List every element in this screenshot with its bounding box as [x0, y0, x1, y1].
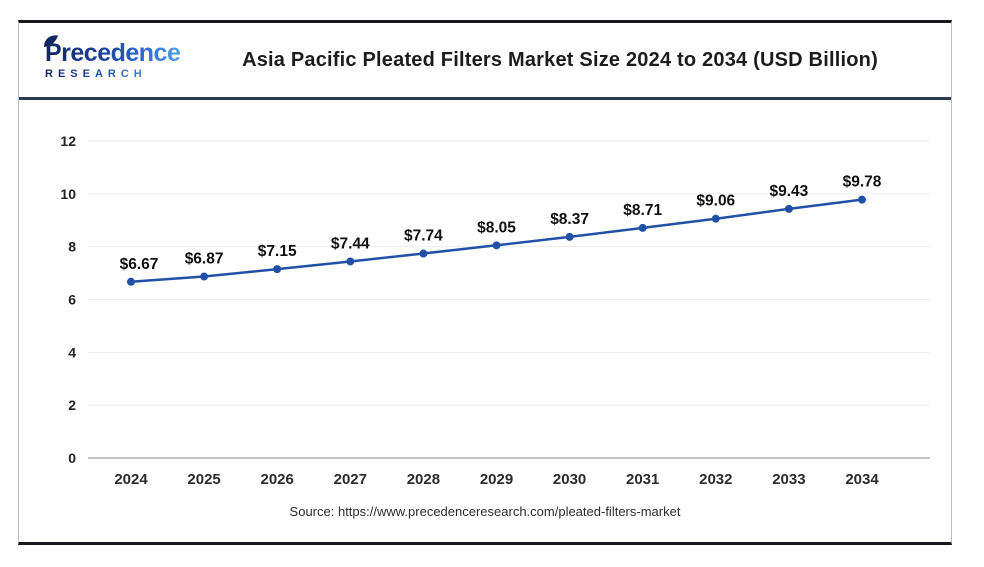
data-point-label: $6.67	[120, 256, 159, 273]
x-tick-label: 2024	[114, 471, 148, 488]
brand-logo: Precedence RESEARCH	[44, 34, 205, 80]
data-point	[492, 241, 501, 250]
data-point-label: $9.43	[770, 183, 809, 200]
data-point	[784, 204, 793, 213]
title-wrap: Asia Pacific Pleated Filters Market Size…	[205, 49, 925, 72]
header-divider	[19, 97, 951, 100]
y-tick-label: 6	[68, 292, 76, 308]
data-point	[565, 232, 574, 241]
data-point-label: $7.74	[404, 228, 443, 245]
header: Precedence RESEARCH Asia Pacific Pleated…	[19, 23, 951, 97]
data-point	[346, 257, 355, 266]
y-tick-label: 0	[68, 450, 76, 466]
series-line	[130, 198, 863, 284]
x-tick-label: 2026	[261, 471, 294, 488]
chart-title: Asia Pacific Pleated Filters Market Size…	[242, 48, 878, 71]
source-text: Source: https://www.precedenceresearch.c…	[289, 504, 681, 519]
brand-subtitle: RESEARCH	[45, 67, 147, 80]
data-point-label: $9.06	[696, 193, 735, 210]
data-point	[419, 249, 428, 258]
line-chart: 0 2 4 6 8 10 12 2024 2025 2026 2027 2028 2029 2030 203…	[60, 133, 930, 488]
data-point-label: $7.44	[331, 235, 370, 252]
y-tick-label: 12	[60, 133, 76, 149]
x-tick-label: 2034	[845, 471, 879, 488]
logo-leaf-icon	[44, 34, 58, 47]
x-tick-label: 2033	[772, 471, 805, 488]
x-tick-label: 2028	[407, 471, 440, 488]
data-point	[711, 214, 720, 223]
data-point-label: $8.71	[623, 202, 662, 219]
brand-name: Precedence	[45, 38, 181, 67]
data-point	[858, 195, 866, 204]
data-point-label: $6.87	[185, 251, 224, 268]
data-point	[273, 265, 282, 274]
x-tick-label: 2032	[699, 471, 732, 488]
data-point-label: $8.05	[477, 219, 516, 236]
chart-area: 0 2 4 6 8 10 12 2024 2025 2026 2027 2028 2029 2030 203…	[19, 100, 951, 545]
x-tick-label: 2027	[334, 471, 367, 488]
y-tick-label: 2	[68, 397, 76, 413]
data-point	[127, 277, 135, 286]
x-tick-label: 2025	[187, 471, 220, 488]
x-tick-label: 2030	[553, 471, 586, 488]
chart-card: Precedence RESEARCH Asia Pacific Pleated…	[18, 20, 952, 545]
y-tick-label: 8	[68, 239, 76, 255]
data-point-label: $7.15	[258, 243, 297, 260]
data-point-label: $9.78	[843, 174, 882, 191]
x-tick-label: 2031	[626, 471, 659, 488]
data-point	[200, 272, 209, 281]
y-tick-label: 4	[68, 344, 76, 360]
x-tick-label: 2029	[480, 471, 513, 488]
data-point	[638, 223, 647, 232]
data-point-label: $8.37	[550, 211, 589, 228]
y-tick-label: 10	[60, 186, 76, 202]
